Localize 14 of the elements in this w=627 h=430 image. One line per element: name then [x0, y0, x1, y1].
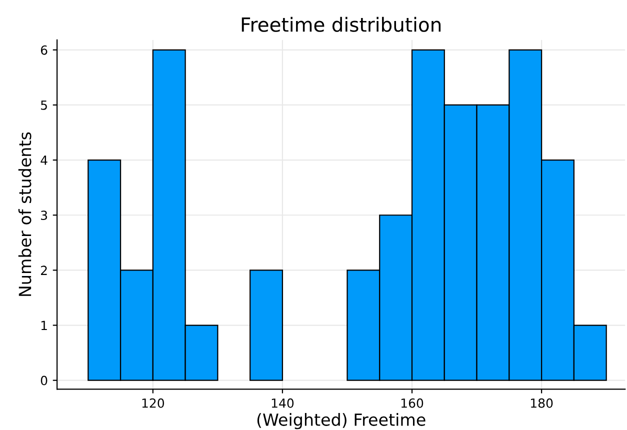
y-tick-label: 3: [41, 210, 48, 220]
chart-title: Freetime distribution: [242, 16, 441, 32]
y-tick-label: 2: [40, 266, 47, 275]
x-tick-label: 160: [401, 398, 424, 408]
y-axis-title: Number of students: [18, 132, 32, 296]
y-tick-label: 6: [40, 45, 48, 55]
y-tick-label: 4: [40, 156, 48, 165]
y-tick-label: 5: [41, 100, 47, 110]
x-axis-title: (Weighted) Freetime: [257, 413, 426, 430]
x-tick-label: 120: [142, 398, 164, 408]
x-tick-label: 140: [272, 398, 294, 408]
y-tick-label: 0: [40, 376, 48, 386]
y-tick-label: 1: [41, 320, 47, 330]
x-tick-label: 180: [531, 398, 553, 408]
